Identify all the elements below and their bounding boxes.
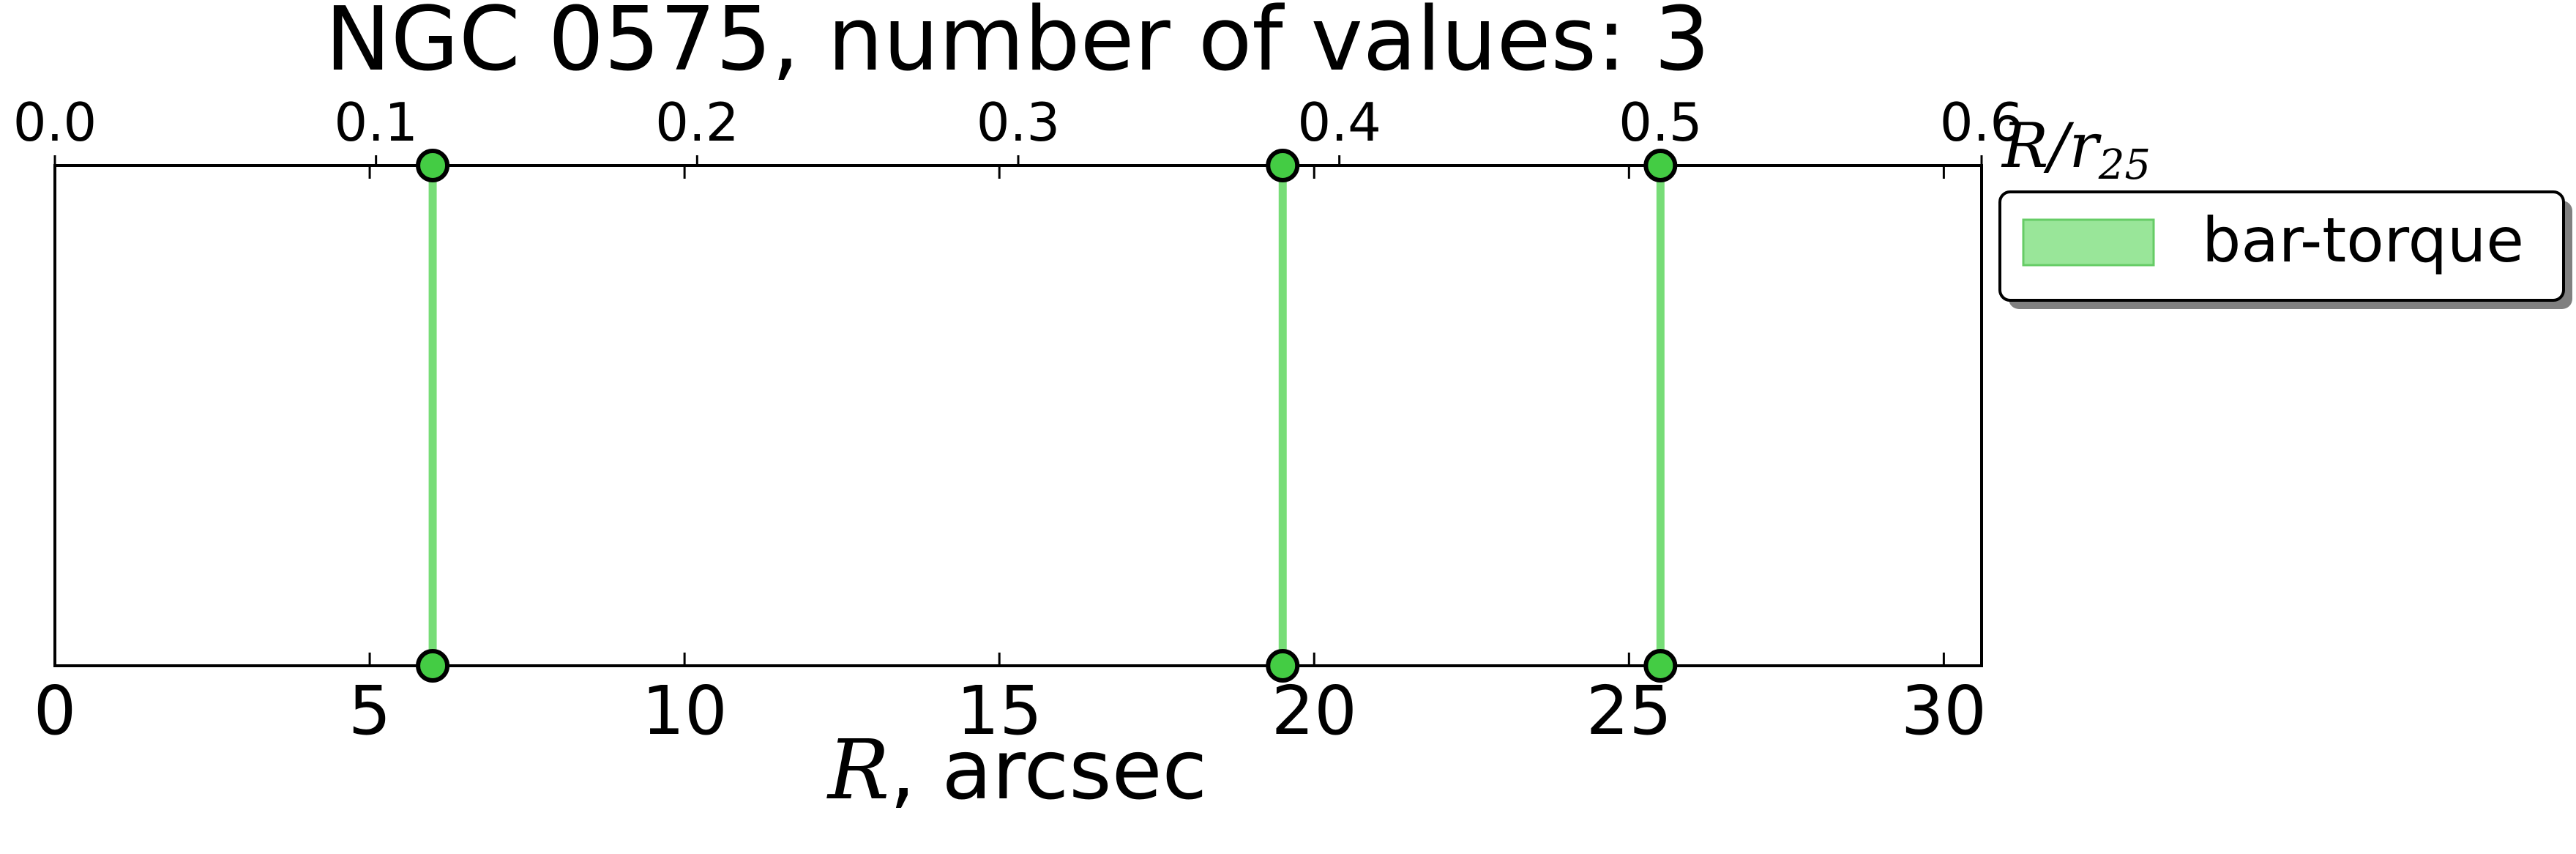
bottom-tick-label: 5 [348, 672, 392, 750]
series-marker [416, 149, 450, 182]
top-tick-label: 0.0 [13, 92, 97, 153]
top-tick-label: 0.2 [655, 92, 739, 153]
bottom-tick-label: 30 [1901, 672, 1987, 750]
series-marker [1643, 649, 1678, 683]
plot-frame [53, 164, 1983, 667]
bottom-tick-label: 25 [1586, 672, 1672, 750]
top-tick-label: 0.5 [1619, 92, 1703, 153]
bottom-axis-ticks: 0 5 10 15 20 25 30 [34, 166, 1987, 750]
chart-title: NGC 0575, number of values: 3 [325, 0, 1710, 91]
series-marker [1643, 149, 1678, 182]
top-tick-label: 0.3 [977, 92, 1061, 153]
x-axis-label: R, arcsec [826, 723, 1207, 818]
series-marker [1266, 649, 1300, 683]
bottom-tick-label: 20 [1272, 672, 1357, 750]
top-axis-label: R/r25 [2001, 110, 2151, 189]
series-layer [416, 149, 1678, 683]
series-marker [416, 649, 450, 683]
top-axis-label-symbol: R/r [2001, 110, 2102, 182]
series-marker [1266, 149, 1300, 182]
legend-patch [2022, 218, 2155, 267]
top-axis-ticks: 0.0 0.1 0.2 0.3 0.4 0.5 0.6 [13, 92, 2024, 166]
top-tick-label: 0.4 [1297, 92, 1381, 153]
bottom-tick-label: 0 [34, 672, 77, 750]
bottom-tick-label: 10 [642, 672, 728, 750]
bottom-tick-label: 15 [957, 672, 1042, 750]
legend: bar-torque [1998, 190, 2572, 309]
x-axis-label-unit: , arcsec [889, 723, 1207, 818]
legend-label: bar-torque [2202, 204, 2524, 276]
top-axis-label-subscript: 25 [2098, 141, 2151, 189]
top-tick-label: 0.1 [334, 92, 418, 153]
top-tick-label: 0.6 [1940, 92, 2024, 153]
x-axis-label-symbol: R [826, 723, 889, 818]
